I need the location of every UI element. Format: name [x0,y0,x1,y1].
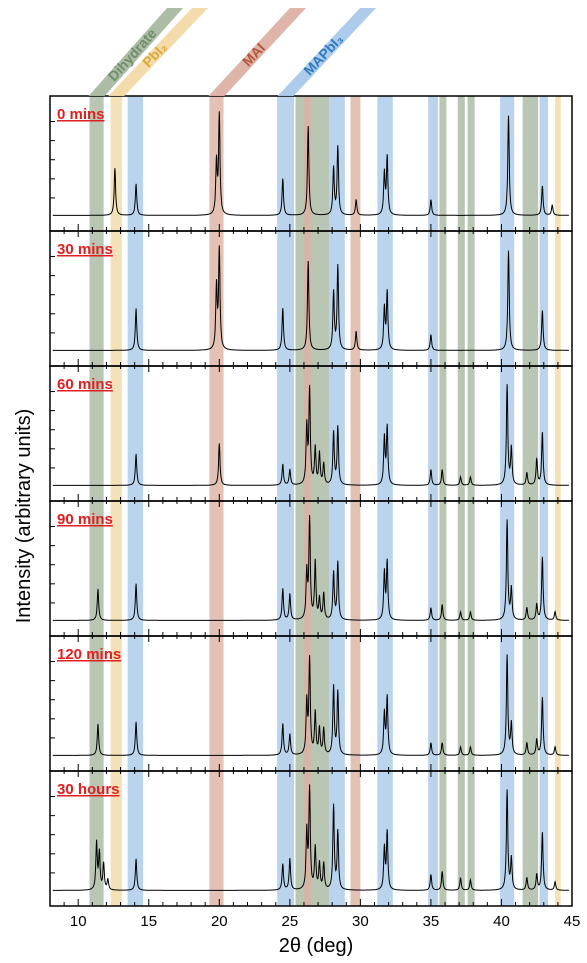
ribbon-band-0 [88,8,183,96]
trace-2 [52,384,569,486]
trace-5 [52,784,569,891]
x-axis-label: 2θ (deg) [279,935,354,957]
x-tick-label: 45 [564,913,581,930]
ribbon-band-1 [108,8,208,96]
x-tick-label: 30 [352,913,369,930]
trace-4 [52,654,569,756]
panel-label-0: 0 mins [57,106,105,123]
x-tick-label: 35 [423,913,440,930]
trace-0 [52,111,569,216]
panel-label-1: 30 mins [57,241,113,258]
trace-1 [52,245,569,351]
y-axis-label: Intensity (arbitrary units) [13,409,35,624]
x-tick-label: 25 [281,913,298,930]
trace-3 [52,514,569,621]
panel-label-2: 60 mins [57,376,113,393]
panel-label-5: 30 hours [57,781,120,798]
panel-frame-5 [49,770,573,907]
panel-label-3: 90 mins [57,511,113,528]
x-tick-label: 10 [70,913,87,930]
panel-labels: 0 mins 30 mins 60 mins 90 mins 120 mins 30 ho… [57,106,580,930]
x-tick-label: 15 [140,913,157,930]
ribbon-band-2 [208,8,306,96]
panel-label-4: 120 mins [57,646,121,663]
x-tick-label: 40 [493,913,510,930]
diffraction-traces [52,111,569,891]
x-tick-label: 20 [211,913,228,930]
ribbon-label-3: MAPbI₃ [300,31,346,78]
ribbon-band-3 [277,8,376,96]
axis-ticks [49,121,573,906]
panel-frames [49,95,573,907]
